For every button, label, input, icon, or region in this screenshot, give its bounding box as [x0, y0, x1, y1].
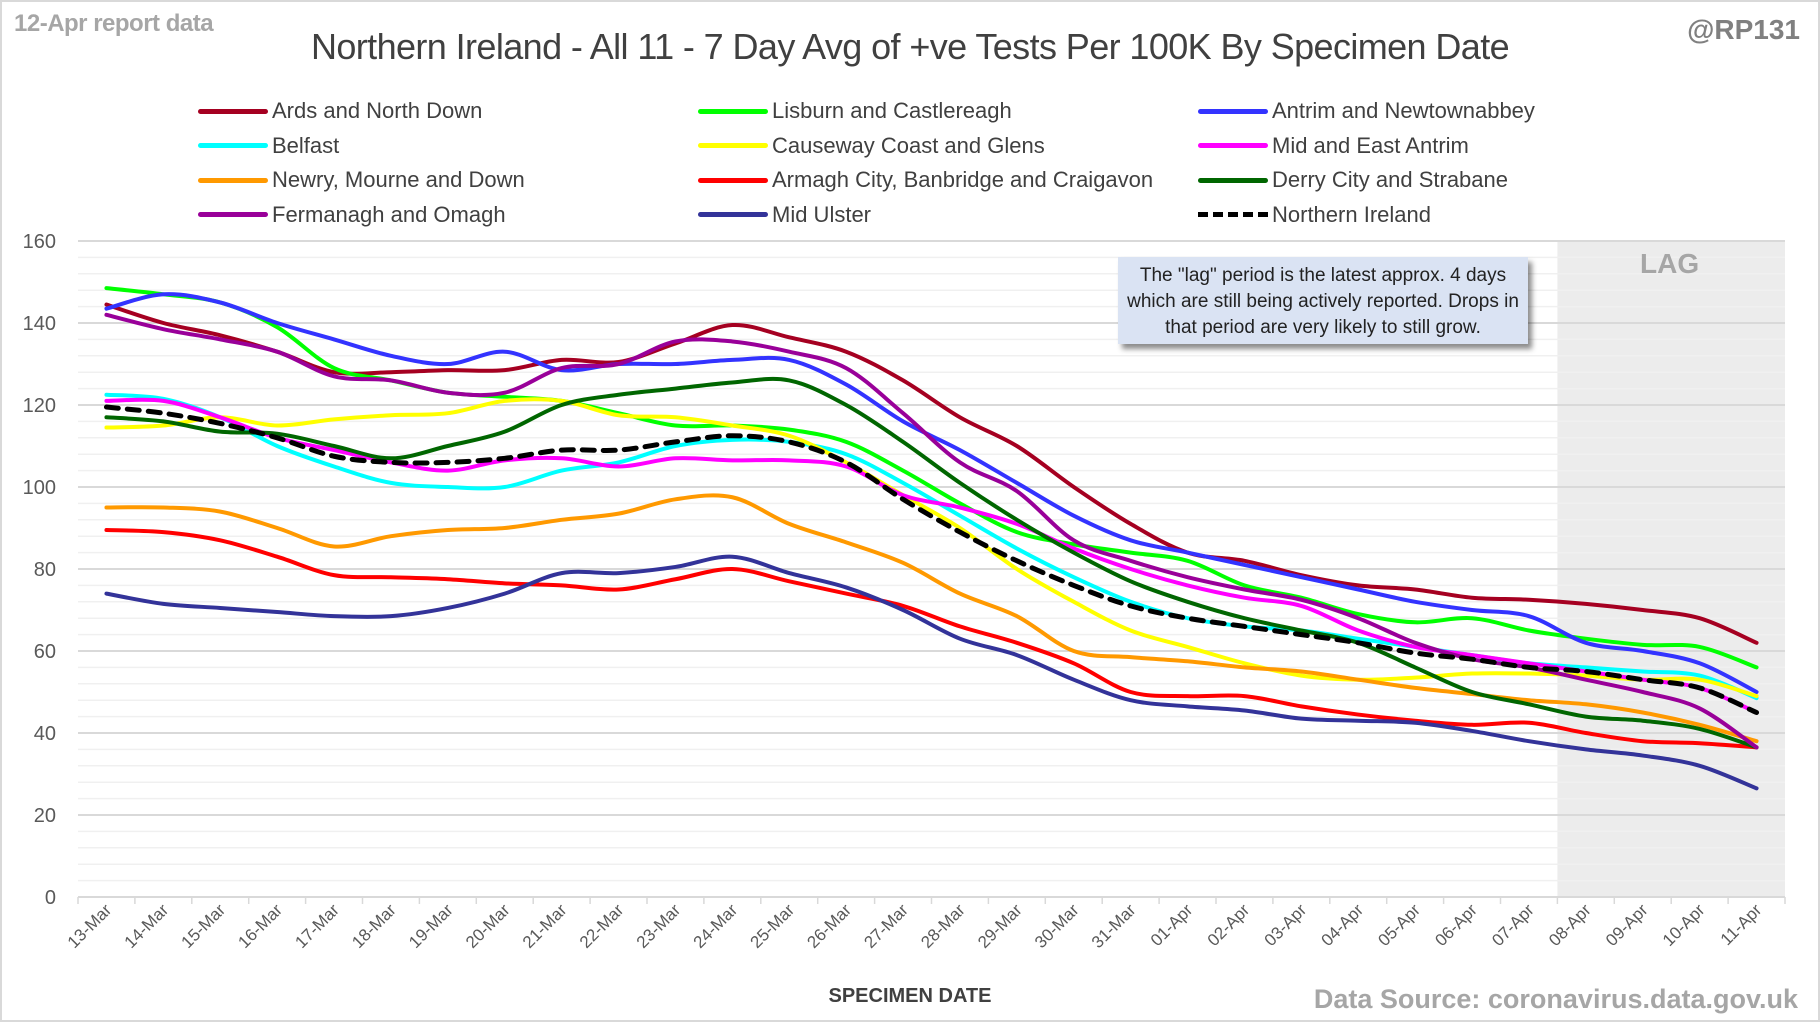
y-tick-label: 60: [34, 641, 56, 663]
series-line-fermanagh-and-omagh: [104, 312, 1759, 750]
legend-label: Northern Ireland: [1272, 201, 1431, 227]
x-tick-label: 20-Mar: [462, 900, 514, 952]
x-tick-label: 13-Mar: [64, 900, 116, 952]
x-tick-label: 19-Mar: [405, 900, 457, 952]
x-tick-label: 05-Apr: [1374, 900, 1424, 950]
legend-swatch: [198, 108, 268, 114]
x-tick-label: 23-Mar: [633, 900, 685, 952]
x-tick-label: 07-Apr: [1488, 900, 1538, 950]
y-tick-label: 20: [34, 805, 56, 827]
legend-label: Belfast: [272, 132, 340, 158]
legend-item: Belfast: [198, 131, 339, 161]
author-handle: @RP131: [1687, 14, 1800, 45]
x-tick-label: 31-Mar: [1088, 900, 1140, 952]
legend-swatch: [1198, 177, 1268, 183]
chart-title: Northern Ireland - All 11 - 7 Day Avg of…: [310, 26, 1510, 67]
series-line-derry-city-and-strabane: [104, 376, 1759, 750]
x-tick-label: 27-Mar: [860, 900, 912, 952]
x-tick-label: 14-Mar: [121, 900, 173, 952]
legend-swatch: [1198, 212, 1268, 217]
y-tick-label: 140: [23, 313, 56, 335]
x-tick-label: 02-Apr: [1204, 900, 1254, 950]
series-lines: [103, 286, 1760, 791]
legend-swatch: [698, 143, 768, 148]
x-axis-title: SPECIMEN DATE: [828, 985, 992, 1007]
x-tick-label: 24-Mar: [690, 900, 742, 952]
legend-item: Antrim and Newtownabbey: [1198, 96, 1535, 126]
legend-label: Lisburn and Castlereagh: [772, 98, 1012, 123]
legend-label: Ards and North Down: [272, 98, 483, 123]
legend-label: Mid Ulster: [772, 201, 872, 227]
legend-label: Newry, Mourne and Down: [272, 167, 525, 192]
legend-swatch: [1198, 108, 1268, 114]
legend-label: Derry City and Strabane: [1272, 167, 1508, 192]
legend-label: Armagh City, Banbridge and Craigavon: [772, 167, 1154, 192]
series-line-antrim-and-newtownabbey: [104, 292, 1759, 694]
legend-swatch: [1198, 143, 1268, 148]
legend-label: Causeway Coast and Glens: [772, 132, 1045, 158]
x-tick-label: 01-Apr: [1147, 900, 1197, 950]
y-tick-label: 80: [34, 559, 56, 581]
legend-item: Mid Ulster: [698, 200, 871, 230]
x-tick-label: 11-Apr: [1717, 900, 1766, 949]
series-line-northern-ireland: [103, 404, 1760, 715]
legend-item: Fermanagh and Omagh: [198, 200, 506, 230]
data-source-label: Data Source: coronavirus.data.gov.uk: [1313, 984, 1798, 1014]
y-tick-label: 40: [34, 723, 56, 745]
legend-swatch: [698, 212, 768, 217]
legend-item: Armagh City, Banbridge and Craigavon: [698, 165, 1153, 195]
legend-swatch: [198, 212, 268, 217]
x-tick-label: 08-Apr: [1545, 900, 1595, 950]
legend-label: Fermanagh and Omagh: [272, 201, 506, 227]
y-tick-label: 100: [23, 477, 56, 499]
legend-item: Causeway Coast and Glens: [698, 131, 1045, 161]
x-tick-label: 29-Mar: [974, 900, 1026, 952]
legend-label: Antrim and Newtownabbey: [1272, 98, 1535, 123]
legend-item: Northern Ireland: [1198, 200, 1431, 230]
x-tick-label: 15-Mar: [178, 900, 230, 952]
series-line-ards-and-north-down: [104, 302, 1759, 645]
legend-swatch: [698, 177, 768, 183]
legend-swatch: [198, 177, 268, 183]
x-tick-label: 16-Mar: [234, 900, 286, 952]
legend-item: Newry, Mourne and Down: [198, 165, 525, 195]
series-line-causeway-coast-and-glens: [104, 397, 1759, 699]
x-tick-label: 30-Mar: [1031, 900, 1083, 952]
report-date-label: 12-Apr report data: [14, 10, 214, 37]
x-tick-label: 04-Apr: [1318, 900, 1368, 950]
legend-label: Mid and East Antrim: [1272, 132, 1469, 158]
x-tick-label: 17-Mar: [291, 900, 343, 952]
x-tick-label: 21-Mar: [519, 900, 571, 952]
x-tick-label: 26-Mar: [803, 900, 855, 952]
x-tick-label: 25-Mar: [747, 900, 799, 952]
legend-item: Lisburn and Castlereagh: [698, 96, 1012, 126]
lag-label: LAG: [1640, 248, 1700, 279]
x-tick-label: 09-Apr: [1602, 900, 1652, 950]
y-tick-label: 120: [23, 395, 56, 417]
legend-item: Mid and East Antrim: [1198, 131, 1469, 161]
legend-item: Ards and North Down: [198, 96, 482, 126]
series-line-armagh-city-banbridge-and-craigavon: [104, 528, 1759, 750]
legend-item: Derry City and Strabane: [1198, 165, 1508, 195]
y-tick-label: 0: [45, 887, 56, 909]
y-tick-label: 160: [23, 231, 56, 253]
legend-swatch: [198, 143, 268, 148]
x-tick-label: 06-Apr: [1431, 900, 1481, 950]
x-tick-label: 10-Apr: [1659, 900, 1709, 950]
x-tick-label: 22-Mar: [576, 900, 628, 952]
x-tick-label: 28-Mar: [917, 900, 969, 952]
series-line-mid-ulster: [104, 554, 1759, 791]
x-tick-label: 03-Apr: [1261, 900, 1311, 950]
lag-annotation-box: The "lag" period is the latest approx. 4…: [1118, 257, 1528, 344]
legend-swatch: [698, 108, 768, 114]
x-tick-label: 18-Mar: [348, 900, 400, 952]
